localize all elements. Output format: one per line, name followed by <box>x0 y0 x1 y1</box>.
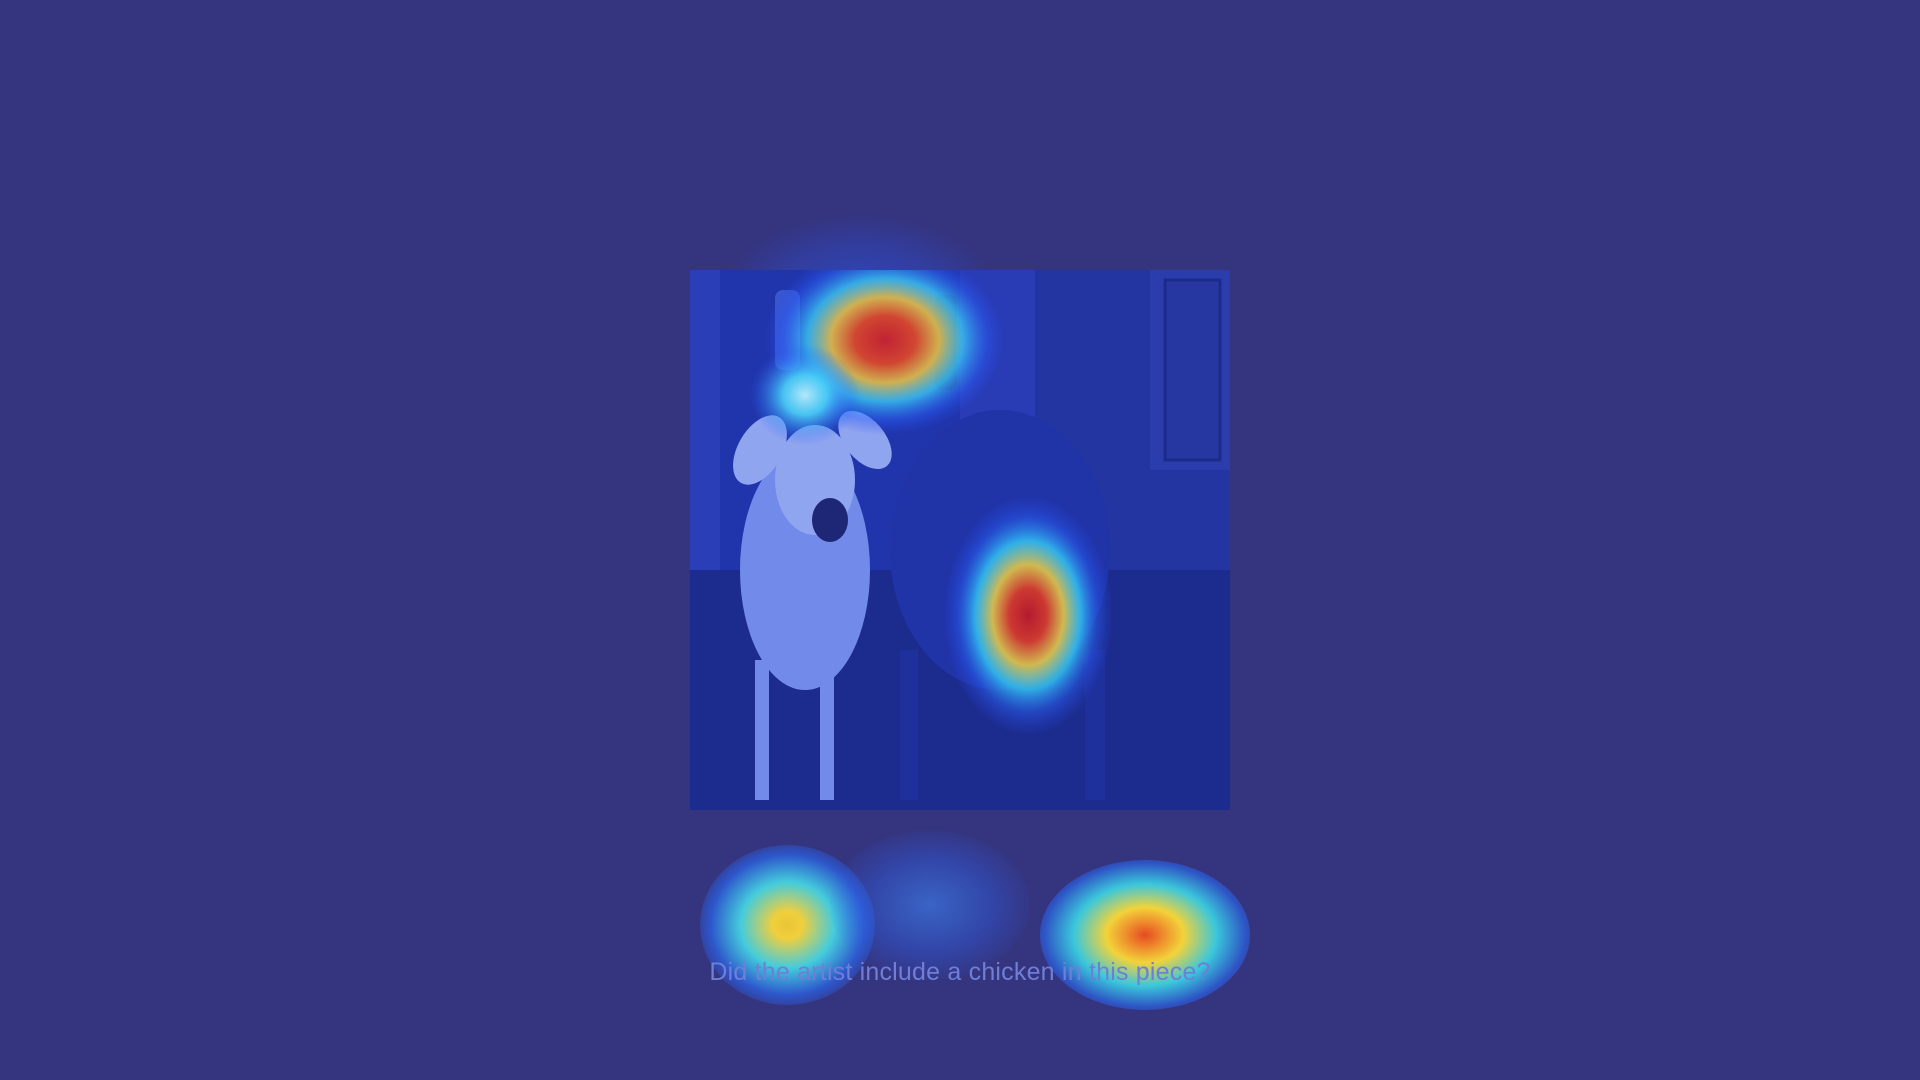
heatmap-spot-caption-right <box>1040 860 1250 1010</box>
photo <box>690 270 1230 810</box>
cow-scene-image <box>690 270 1230 810</box>
question-caption: Did the artist include a chicken in this… <box>709 958 1211 986</box>
